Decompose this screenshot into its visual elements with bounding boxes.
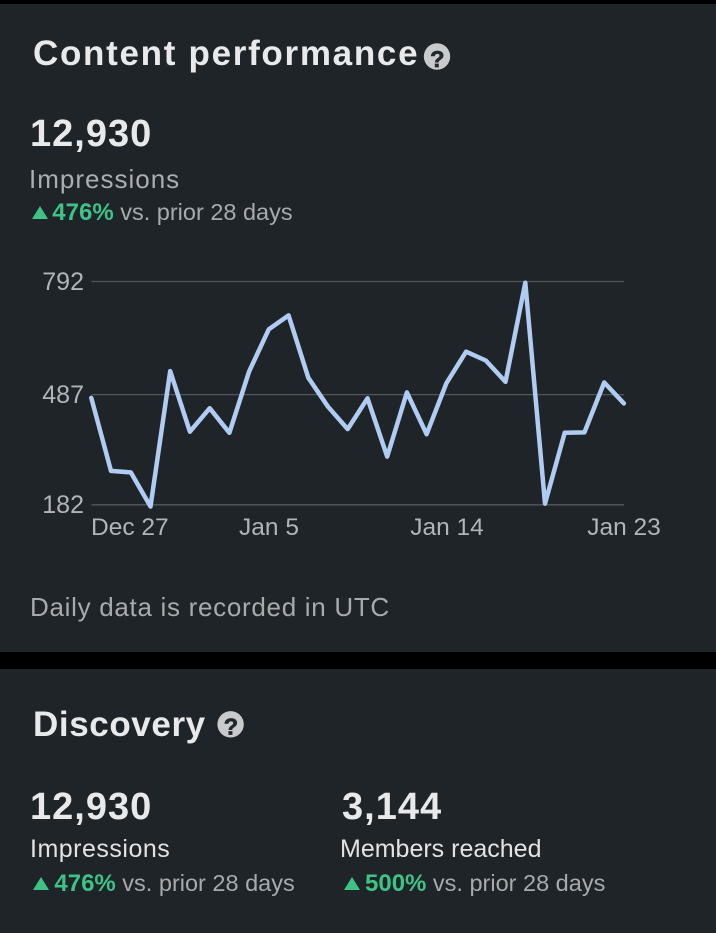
svg-text:?: ? bbox=[224, 714, 238, 740]
svg-text:?: ? bbox=[430, 46, 444, 72]
